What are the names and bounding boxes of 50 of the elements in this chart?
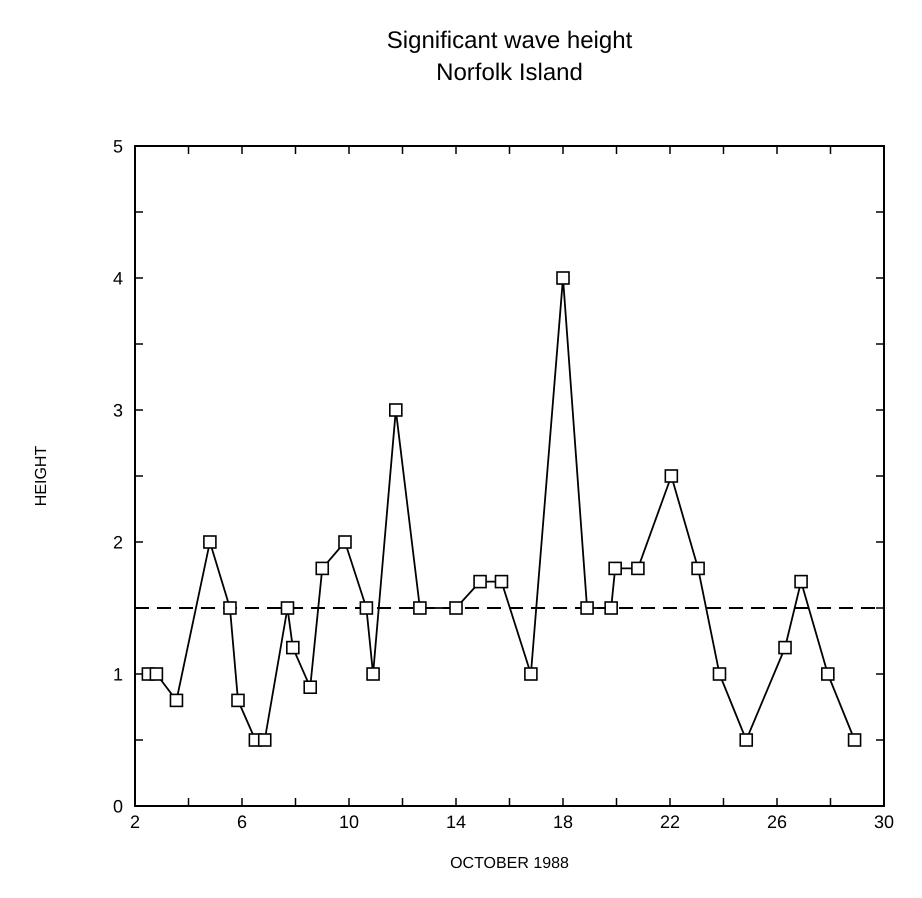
point	[413, 601, 427, 615]
x-tick-label: 22	[660, 812, 680, 832]
point	[280, 601, 294, 615]
point	[338, 535, 352, 549]
point	[449, 601, 463, 615]
point	[203, 535, 217, 549]
y-tick-label: 0	[112, 796, 123, 816]
x-axis-title: OCTOBER 1988	[450, 855, 570, 872]
point	[608, 562, 622, 576]
chart-subtitle: Norfolk Island	[436, 59, 583, 86]
point	[360, 601, 374, 615]
x-tick-label: 30	[874, 812, 894, 832]
point	[389, 403, 403, 417]
point	[691, 562, 705, 576]
x-tick-label: 10	[338, 812, 360, 832]
point	[150, 667, 164, 681]
point	[778, 640, 792, 654]
x-tick-label: 14	[446, 812, 466, 832]
point	[664, 469, 678, 483]
x-tick-label: 2	[130, 812, 140, 832]
x-tick-label: 18	[552, 812, 574, 832]
y-tick-label: 2	[112, 532, 123, 552]
point	[286, 640, 300, 654]
point	[739, 733, 754, 747]
point	[494, 574, 508, 588]
point	[473, 574, 487, 588]
y-tick-label: 1	[112, 664, 123, 684]
chart-title: Significant wave height	[386, 27, 633, 54]
point	[366, 667, 380, 681]
point	[848, 733, 862, 747]
point	[258, 733, 272, 747]
y-tick-label: 5	[112, 136, 123, 156]
point	[604, 601, 618, 615]
y-tick-label: 4	[112, 268, 123, 288]
point	[315, 562, 330, 576]
point	[231, 694, 245, 708]
point	[712, 667, 726, 681]
point	[556, 271, 570, 285]
point	[580, 601, 594, 615]
y-axis-title: HEIGHT	[33, 446, 50, 506]
point	[524, 667, 538, 681]
point	[170, 694, 184, 708]
point	[794, 574, 808, 588]
point	[821, 667, 835, 681]
y-tick-label: 3	[112, 400, 123, 420]
point	[631, 562, 645, 576]
x-tick-label: 6	[236, 812, 248, 832]
x-tick-label: 26	[766, 812, 788, 832]
point	[223, 601, 237, 615]
point	[303, 680, 318, 694]
